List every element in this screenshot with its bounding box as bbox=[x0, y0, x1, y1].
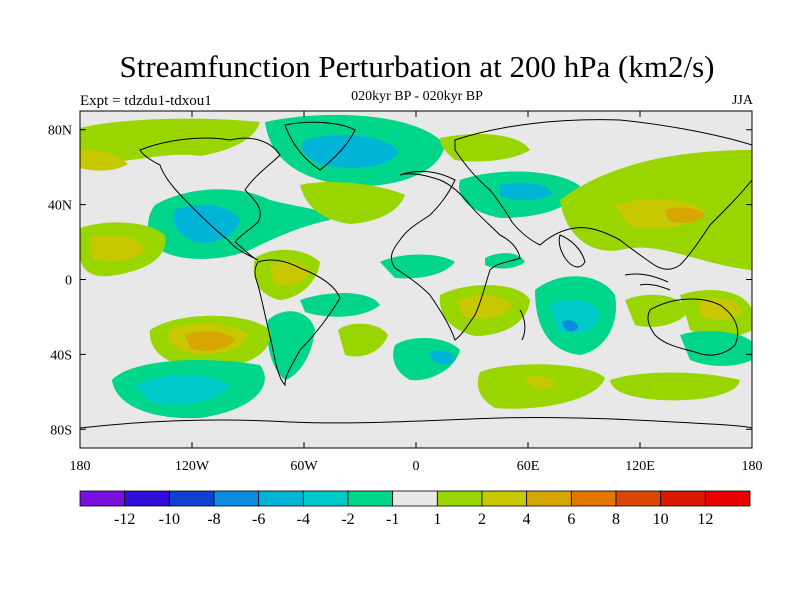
x-tick-label: 180 bbox=[742, 459, 763, 474]
anomaly-japan-core bbox=[665, 207, 705, 223]
season-label: JJA bbox=[731, 93, 753, 108]
x-tick-label: 60W bbox=[290, 459, 318, 474]
anomaly-north-pacific-positive bbox=[80, 118, 260, 163]
colorbar-label: -6 bbox=[252, 511, 265, 528]
colorbar-label: -8 bbox=[207, 511, 220, 528]
anomaly-southern-ocean-negative bbox=[393, 338, 460, 381]
coastline-indonesia bbox=[624, 273, 671, 291]
colorbar-label: 1 bbox=[433, 511, 441, 528]
colorbar-swatch bbox=[124, 490, 170, 507]
anomaly-indian-ocean-center bbox=[562, 320, 578, 332]
colorbar-label: -4 bbox=[297, 511, 310, 528]
coastline-antarctica bbox=[80, 416, 752, 429]
colorbar-swatch bbox=[436, 490, 483, 507]
colorbar-swatch bbox=[704, 490, 751, 507]
y-tick-label: 40N bbox=[48, 199, 72, 214]
anomaly-north-america-core bbox=[173, 204, 240, 243]
colorbar-swatch bbox=[258, 490, 304, 507]
coastline-south-america bbox=[254, 259, 341, 387]
y-tick-label: 80S bbox=[50, 423, 72, 438]
x-tick-label: 120W bbox=[175, 459, 210, 474]
anomaly-east-africa-negative bbox=[485, 253, 525, 269]
anomaly-south-america-west-negative bbox=[267, 311, 315, 380]
colorbar-label: 12 bbox=[697, 511, 713, 528]
anomaly-indian-ocean-core bbox=[550, 299, 600, 334]
anomaly-south-africa-core bbox=[458, 295, 512, 319]
anomaly-greenland-core bbox=[301, 135, 398, 168]
anomaly-north-atlantic-positive bbox=[300, 181, 405, 224]
colorbar-label: -1 bbox=[386, 511, 399, 528]
anomaly-siberia-positive bbox=[440, 134, 530, 162]
colorbar-label: -12 bbox=[114, 511, 135, 528]
coastline-greenland bbox=[284, 121, 356, 171]
coastline-asia bbox=[454, 119, 752, 270]
coastline-madagascar bbox=[519, 309, 526, 341]
colorbar-label: 2 bbox=[478, 511, 486, 528]
x-tick-label: 120E bbox=[625, 459, 655, 474]
colorbar-swatch bbox=[213, 490, 260, 507]
colorbar-swatch bbox=[79, 490, 126, 507]
colorbar-swatch bbox=[168, 490, 215, 507]
colorbar-label: -10 bbox=[159, 511, 180, 528]
anomaly-north-pacific-core bbox=[80, 149, 128, 171]
period-label: 020kyr BP - 020kyr BP bbox=[351, 89, 483, 104]
y-tick-label: 40S bbox=[50, 348, 72, 363]
colorbar-swatch bbox=[570, 490, 617, 507]
colorbar-swatch bbox=[660, 490, 706, 507]
anomaly-australia-west-positive bbox=[625, 294, 690, 327]
colorbar-label: 4 bbox=[523, 511, 531, 528]
colorbar-swatch bbox=[347, 490, 394, 507]
y-tick-label: 0 bbox=[65, 274, 72, 289]
colorbar-swatch bbox=[481, 490, 528, 507]
y-tick-label: 80N bbox=[48, 124, 72, 139]
coastline-australia bbox=[647, 298, 739, 356]
colorbar: -12 -10 -8 -6 -4 -2 -1 1 2 4 6 8 10 12 bbox=[79, 490, 751, 528]
axis-ticks: 180 120W 60W 0 60E 120E 180 80N 40N 0 40S 80S bbox=[48, 111, 763, 474]
coastlines bbox=[80, 119, 752, 429]
anomaly-central-asia-core bbox=[500, 182, 552, 201]
colorbar-label: 10 bbox=[653, 511, 669, 528]
anomaly-southern-indian-core bbox=[525, 376, 555, 390]
coastline-europe-africa bbox=[390, 170, 521, 341]
anomaly-australia-core bbox=[700, 298, 742, 320]
map-title: Streamfunction Perturbation at 200 hPa (… bbox=[119, 49, 715, 84]
anomaly-amundsen-sea-core bbox=[135, 375, 230, 405]
coastline-india bbox=[558, 234, 586, 268]
anomaly-tasman-negative bbox=[680, 330, 752, 366]
x-tick-label: 60E bbox=[517, 459, 540, 474]
colorbar-swatch bbox=[302, 490, 349, 507]
colorbar-swatch bbox=[392, 490, 438, 507]
coastline-north-america bbox=[139, 137, 281, 261]
anomaly-east-pacific-core bbox=[90, 235, 145, 262]
experiment-label: Expt = tdzdu1-tdxou1 bbox=[80, 93, 212, 109]
anomaly-west-africa-negative bbox=[380, 254, 455, 279]
colorbar-swatch bbox=[615, 490, 662, 507]
colorbar-label: 6 bbox=[567, 511, 575, 528]
colorbar-label: -2 bbox=[341, 511, 354, 528]
colorbar-swatch bbox=[526, 490, 572, 507]
x-tick-label: 180 bbox=[70, 459, 91, 474]
contour-field bbox=[80, 111, 752, 448]
anomaly-south-atlantic-positive bbox=[338, 323, 388, 357]
anomaly-southern-ocean-core bbox=[428, 350, 455, 365]
colorbar-label: 8 bbox=[612, 511, 620, 528]
anomaly-south-pacific-center bbox=[185, 331, 235, 351]
x-tick-label: 0 bbox=[413, 459, 420, 474]
anomaly-equatorial-atlantic-negative bbox=[300, 293, 380, 317]
anomaly-southern-pacific-east-positive bbox=[610, 372, 740, 401]
